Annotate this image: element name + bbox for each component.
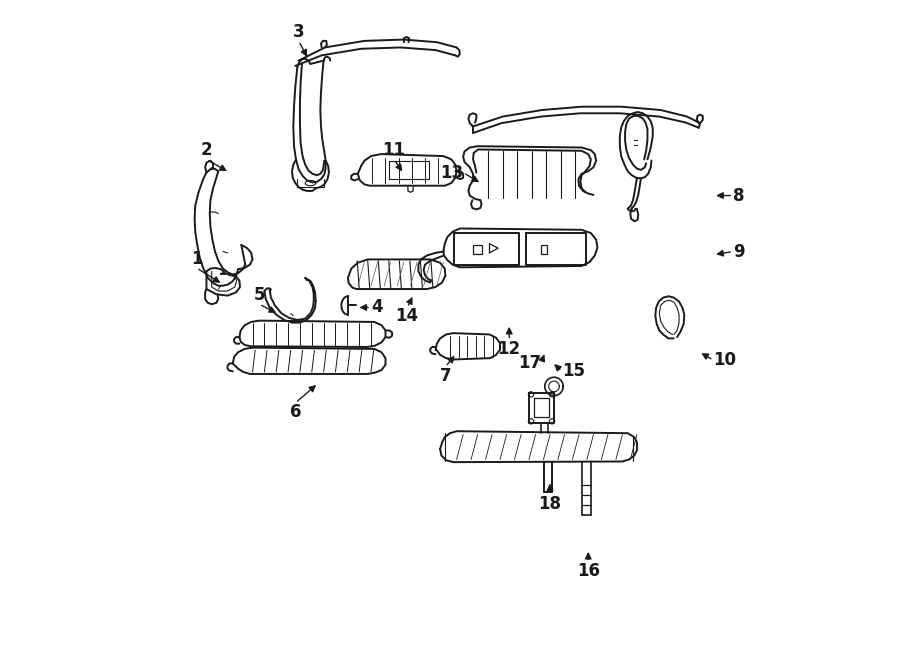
Text: 9: 9: [733, 243, 744, 260]
Text: 11: 11: [382, 141, 406, 159]
Text: 2: 2: [201, 141, 212, 159]
Text: 16: 16: [577, 563, 599, 580]
Text: 15: 15: [562, 362, 585, 380]
Text: 12: 12: [498, 340, 521, 358]
Text: 17: 17: [518, 354, 541, 372]
Text: 4: 4: [371, 299, 382, 317]
Text: 5: 5: [254, 286, 265, 304]
Text: 1: 1: [191, 250, 202, 268]
Text: 10: 10: [714, 351, 736, 369]
Text: 8: 8: [733, 186, 744, 204]
Text: 7: 7: [439, 367, 451, 385]
Text: 3: 3: [292, 23, 304, 41]
Text: 18: 18: [538, 495, 562, 513]
Text: 14: 14: [396, 307, 418, 325]
Text: 6: 6: [290, 403, 302, 421]
Text: 13: 13: [440, 163, 464, 182]
